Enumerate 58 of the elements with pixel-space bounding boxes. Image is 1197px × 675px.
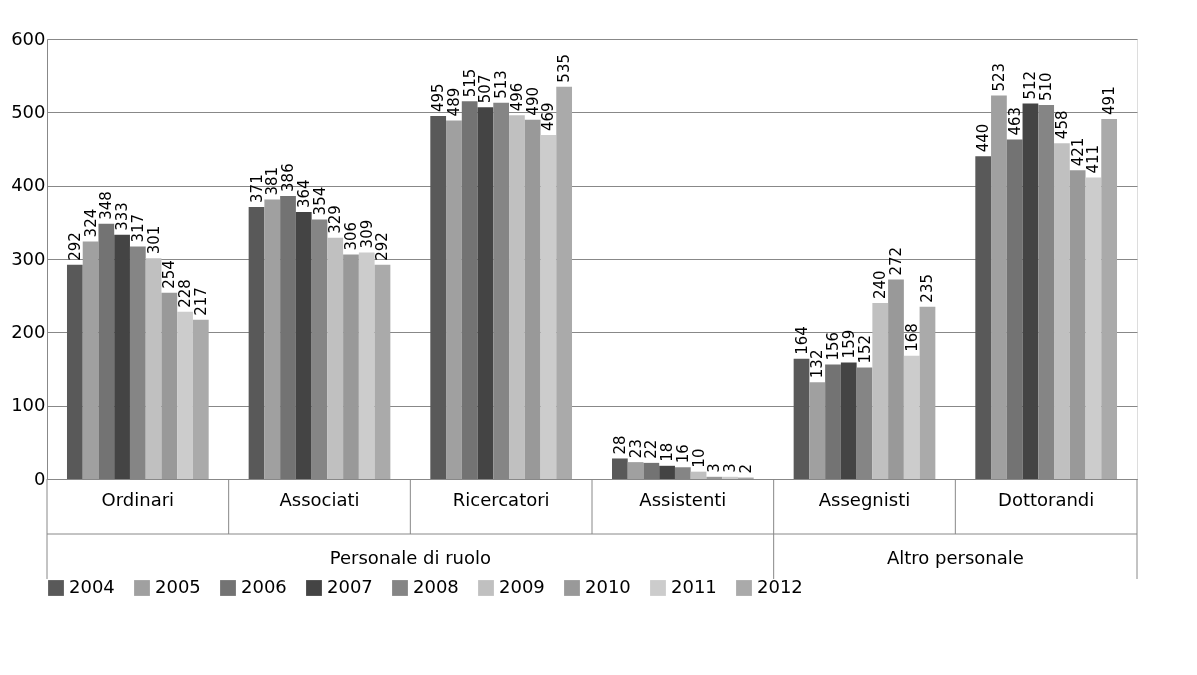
y-tick-label: 500 [11, 100, 46, 122]
data-label: 348 [97, 191, 116, 220]
data-label: 22 [642, 439, 661, 459]
data-label: 491 [1100, 86, 1119, 115]
data-label: 490 [523, 87, 542, 116]
y-tick-label: 200 [11, 320, 46, 342]
data-label: 421 [1068, 137, 1087, 167]
data-label: 523 [989, 62, 1008, 92]
data-label: 535 [555, 54, 574, 83]
x-tick-label: Assegnisti [818, 488, 911, 510]
y-tick-label: 600 [11, 27, 46, 49]
data-label: 324 [81, 208, 100, 238]
text: Personale di ruolo [329, 547, 491, 568]
data-label: 3 [705, 463, 724, 473]
data-label: 164 [792, 326, 811, 355]
data-label: 152 [855, 334, 874, 364]
data-label: 235 [918, 274, 937, 303]
data-label: 507 [476, 74, 495, 104]
data-label: 510 [1037, 72, 1056, 101]
legend-label: 2004 [69, 576, 115, 597]
legend-label: 2009 [499, 576, 545, 597]
data-label: 254 [160, 260, 179, 289]
data-label: 23 [626, 439, 645, 459]
data-label: 458 [1052, 110, 1071, 140]
data-label: 463 [1005, 106, 1024, 136]
data-label: 469 [539, 102, 558, 132]
x-tick-label: Dottorandi [998, 488, 1095, 510]
data-label: 10 [689, 448, 708, 468]
data-label: 440 [974, 123, 993, 153]
text: Altro personale [886, 547, 1024, 568]
y-tick-label: 100 [11, 394, 46, 416]
y-tick-label: 0 [34, 467, 46, 489]
data-label: 371 [247, 174, 266, 203]
data-label: 515 [460, 68, 479, 98]
x-tick-label: Assistenti [639, 488, 727, 510]
legend-label: 2006 [241, 576, 287, 597]
data-label: 411 [1084, 144, 1103, 174]
legend-label: 2008 [413, 576, 459, 597]
data-label: 292 [373, 232, 392, 261]
data-label: 292 [65, 232, 84, 261]
data-label: 168 [902, 323, 921, 352]
legend-label: 2010 [585, 576, 631, 597]
data-label: 381 [263, 166, 282, 196]
x-tick-label: Ordinari [101, 488, 175, 510]
data-label: 512 [1021, 70, 1040, 100]
legend-label: 2005 [155, 576, 201, 597]
x-tick-label: Ricercatori [452, 488, 550, 510]
data-label: 354 [310, 186, 329, 216]
data-label: 301 [144, 225, 163, 255]
data-label: 309 [357, 219, 376, 249]
data-label: 28 [610, 435, 629, 455]
data-label: 132 [808, 349, 827, 379]
legend-label: 2007 [327, 576, 373, 597]
y-tick-label: 300 [11, 247, 46, 269]
legend-label: 2012 [757, 576, 803, 597]
legend-label: 2011 [671, 576, 717, 597]
x-tick-label: Associati [279, 488, 360, 510]
y-tick-label: 400 [11, 174, 46, 196]
